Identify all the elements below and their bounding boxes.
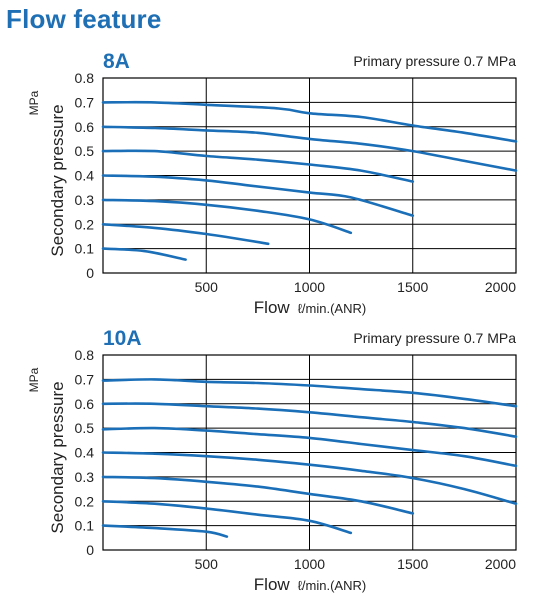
y-tick-label: 0.1: [75, 241, 95, 257]
x-tick-label: 1500: [397, 279, 428, 295]
y-tick-label: 0.8: [75, 70, 95, 86]
y-tick-label: 0.4: [75, 168, 95, 184]
chart-title: 10A: [103, 327, 142, 350]
x-tick-label: 1500: [397, 556, 428, 572]
series-line-3: [101, 149, 415, 183]
x-axis-label: Flow ℓ/min.(ANR): [254, 298, 366, 317]
series-line-1: [101, 100, 518, 143]
y-tick-label: 0.3: [75, 192, 95, 208]
y-tick-label: 0: [86, 542, 94, 558]
series-line-2: [101, 125, 518, 172]
y-tick-label: 0.5: [75, 420, 95, 436]
y-tick-label: 0.7: [75, 371, 95, 387]
y-tick-label: 0.6: [75, 119, 95, 135]
x-tick-label: 2000: [485, 279, 516, 295]
y-tick-label: 0.6: [75, 396, 95, 412]
x-tick-label: 500: [195, 556, 219, 572]
x-tick-label: 1000: [294, 279, 325, 295]
series-line-7: [101, 247, 187, 261]
y-tick-label: 0.7: [75, 94, 95, 110]
x-tick-label: 500: [195, 279, 219, 295]
series-line-4: [101, 174, 415, 217]
series-line-5: [101, 475, 415, 515]
page-title: Flow feature: [6, 4, 162, 34]
series-line-4: [101, 451, 518, 505]
x-tick-label: 2000: [485, 556, 516, 572]
y-tick-label: 0.4: [75, 445, 95, 461]
x-axis-label-main: Flow: [254, 575, 291, 594]
y-axis-label: Secondary pressure: [48, 104, 67, 256]
chart-panel-1: 0 0.1 0.2 0.3 0.4 0.5 0.6 0.7 0.8 500 1000 1500 2000…: [27, 50, 518, 317]
y-tick-label: 0.5: [75, 143, 95, 159]
series-line-7: [101, 524, 229, 538]
y-axis-unit: MPa: [27, 367, 41, 392]
series-line-6: [101, 223, 270, 246]
x-axis-label-main: Flow: [254, 298, 291, 317]
y-tick-label: 0.3: [75, 469, 95, 485]
chart-panel-2: 0 0.1 0.2 0.3 0.4 0.5 0.6 0.7 0.8 500 1000 1500 2000…: [27, 327, 518, 594]
series-line-6: [101, 500, 353, 535]
chart-subtitle: Primary pressure 0.7 MPa: [353, 330, 516, 346]
series-line-1: [101, 378, 518, 408]
y-axis-label: Secondary pressure: [48, 381, 67, 533]
y-tick-label: 0.1: [75, 518, 95, 534]
x-axis-label: Flow ℓ/min.(ANR): [254, 575, 366, 594]
series-line-3: [101, 426, 518, 468]
y-tick-label: 0.2: [75, 493, 95, 509]
series-line-5: [101, 198, 353, 235]
x-tick-label: 1000: [294, 556, 325, 572]
y-tick-label: 0.8: [75, 347, 95, 363]
y-tick-label: 0.2: [75, 216, 95, 232]
x-axis-unit: ℓ/min.(ANR): [298, 301, 366, 316]
chart-title: 8A: [103, 50, 130, 73]
x-axis-unit: ℓ/min.(ANR): [298, 578, 366, 593]
series-line-2: [101, 402, 518, 438]
y-tick-label: 0: [86, 265, 94, 281]
chart-subtitle: Primary pressure 0.7 MPa: [353, 53, 516, 69]
y-axis-unit: MPa: [27, 90, 41, 115]
